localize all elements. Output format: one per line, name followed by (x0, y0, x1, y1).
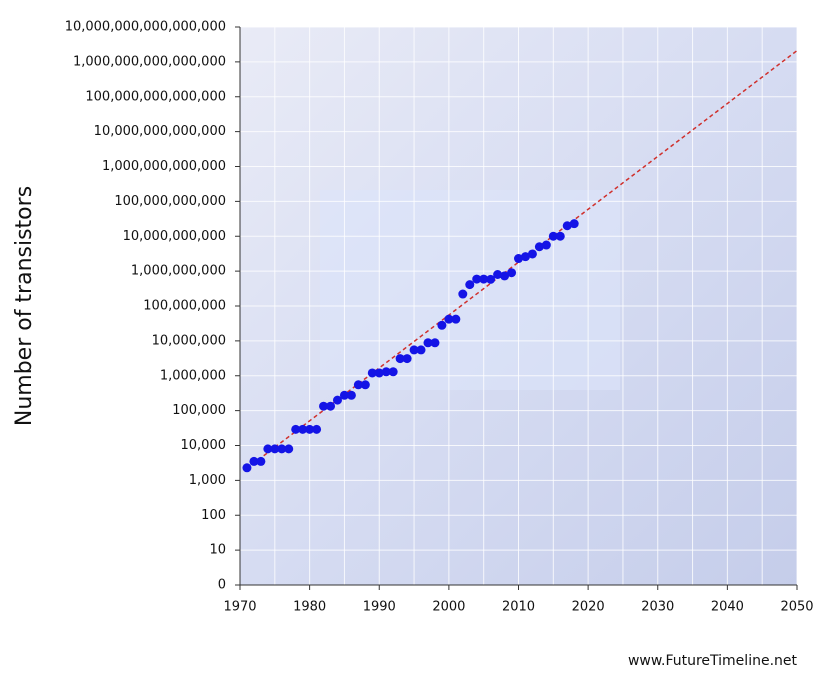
x-tick-label: 2010 (502, 600, 535, 615)
data-point (263, 444, 273, 454)
y-tick-label: 100,000,000,000 (114, 194, 226, 209)
data-point (507, 268, 517, 278)
data-point (409, 345, 419, 355)
data-point (339, 390, 349, 400)
data-point (388, 367, 398, 377)
data-point (493, 270, 503, 280)
data-point (319, 401, 329, 411)
data-point (284, 444, 294, 454)
x-tick-label: 1990 (363, 600, 396, 615)
data-point (472, 274, 482, 284)
data-point (312, 424, 322, 434)
y-tick-label: 10,000,000,000,000 (94, 124, 226, 139)
y-tick-label: 10 (209, 543, 226, 558)
x-tick-label: 2020 (572, 600, 605, 615)
source: www.FutureTimeline.net (628, 653, 798, 669)
data-point (479, 274, 489, 284)
y-tick-label: 1,000,000,000,000,000 (73, 54, 226, 69)
x-tick-label: 2030 (641, 600, 674, 615)
x-tick-label: 1980 (293, 600, 326, 615)
x-tick-label: 2040 (711, 600, 744, 615)
data-point (298, 424, 308, 434)
data-point (416, 345, 426, 355)
data-point (395, 354, 405, 364)
x-tick-label: 2000 (432, 600, 465, 615)
y-tick-label: 10,000,000 (152, 333, 226, 348)
data-point (437, 320, 447, 330)
data-point (256, 456, 266, 466)
data-point (527, 249, 537, 259)
data-point (270, 444, 280, 454)
data-point (444, 314, 454, 324)
data-point (514, 254, 523, 264)
data-point (500, 271, 510, 281)
data-point (458, 289, 468, 299)
data-point (305, 424, 315, 434)
data-point (381, 367, 391, 377)
data-point (465, 280, 475, 290)
data-point (541, 240, 551, 250)
y-tick-label: 10,000 (181, 438, 227, 453)
y-tick-label: 10,000,000,000,000,000 (65, 20, 226, 35)
data-point (423, 338, 433, 348)
x-tick-label: 1970 (223, 600, 256, 615)
data-point (569, 219, 579, 229)
data-point (520, 252, 530, 262)
x-tick-label: 2050 (780, 600, 813, 615)
y-tick-label: 1,000,000,000,000 (102, 159, 226, 174)
y-tick-label: 1,000,000,000 (131, 264, 226, 279)
data-point (486, 274, 496, 284)
data-point (346, 390, 356, 400)
data-point (374, 368, 384, 378)
data-point (360, 380, 370, 390)
data-point (242, 463, 252, 473)
data-point (249, 456, 259, 466)
data-point (367, 368, 377, 378)
y-tick-label: 1,000,000 (160, 368, 226, 383)
data-point (451, 314, 461, 324)
data-point (326, 401, 336, 411)
y-axis-title: Number of transistors (12, 186, 37, 426)
data-point (332, 395, 342, 405)
data-point (548, 231, 558, 241)
y-tick-label: 10,000,000,000 (123, 229, 226, 244)
data-point (430, 338, 440, 348)
data-point (555, 231, 565, 241)
y-tick-label: 100,000 (172, 403, 226, 418)
data-point (562, 221, 572, 231)
data-point (277, 444, 287, 454)
data-point (353, 380, 363, 390)
data-point (291, 424, 301, 434)
data-point (534, 242, 544, 252)
y-tick-label: 100,000,000 (143, 299, 226, 314)
y-tick-label: 100 (201, 508, 226, 523)
data-point (402, 354, 412, 364)
y-tick-label: 0 (218, 578, 226, 593)
y-tick-label: 100,000,000,000,000 (85, 89, 226, 104)
y-tick-label: 1,000 (189, 473, 226, 488)
